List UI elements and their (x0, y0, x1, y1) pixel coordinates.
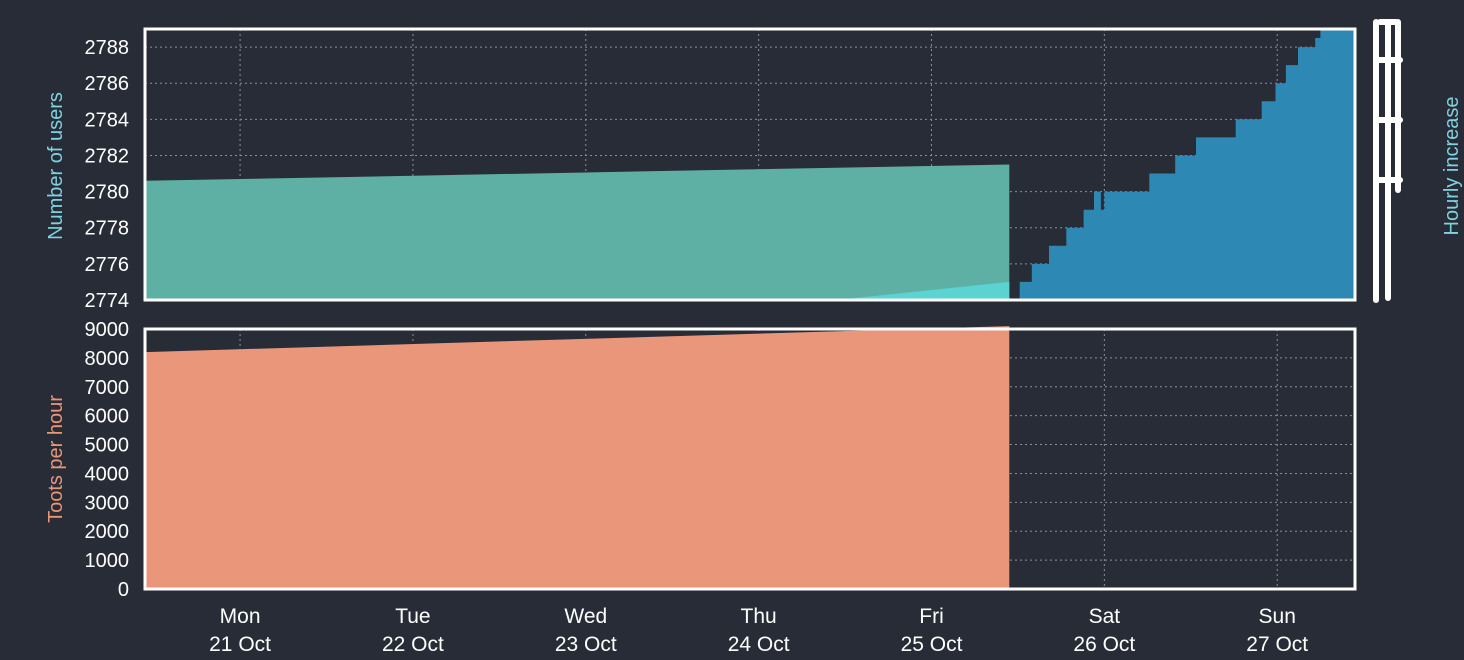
x-tick-date-label: 24 Oct (728, 633, 790, 656)
x-tick-day-label: Fri (919, 605, 944, 628)
toots-y-tick-label: 1000 (85, 550, 130, 572)
users-y-tick-label: 2780 (85, 182, 130, 204)
toots-y-tick-label: 7000 (85, 377, 130, 399)
users-y-tick-label: 2788 (85, 37, 130, 59)
users-steps-area (1009, 29, 1355, 300)
toots-y-tick-label: 9000 (85, 319, 130, 341)
x-tick-day-label: Wed (564, 605, 607, 628)
toots-y-ticks: 0 1000 2000 3000 4000 5000 6000 7000 8000 9000 (85, 319, 130, 601)
x-axis-ticks: Mon 21 Oct Tue 22 Oct Wed 23 Oct Thu 24 Oct Fri 2… (209, 605, 1308, 656)
users-ramp-area (145, 164, 1010, 300)
x-tick-day-label: Tue (395, 605, 430, 628)
x-tick-date-label: 22 Oct (382, 633, 444, 656)
users-chart: 2774 2776 2778 2780 2782 2784 2786 2788 Number … (45, 19, 1463, 312)
x-tick-day-label: Sun (1259, 605, 1296, 628)
x-tick-day-label: Thu (741, 605, 777, 628)
users-y-tick-label: 2782 (85, 145, 130, 167)
users-y-ticks: 2774 2776 2778 2780 2782 2784 2786 2788 (85, 37, 130, 312)
toots-y-tick-label: 4000 (85, 463, 130, 485)
toots-y-tick-label: 2000 (85, 521, 130, 543)
toots-chart: 0 1000 2000 3000 4000 5000 6000 7000 8000 9000 To… (45, 319, 1357, 601)
users-y-tick-label: 2784 (85, 109, 130, 131)
toots-y-tick-label: 0 (118, 579, 129, 601)
x-tick-date-label: 21 Oct (209, 633, 271, 656)
toots-area (145, 326, 1010, 589)
toots-y-tick-label: 5000 (85, 435, 130, 457)
users-y-tick-label: 2774 (85, 290, 130, 312)
hourly-increase-tick-blur (1373, 19, 1403, 303)
toots-series (145, 326, 1010, 589)
x-tick-day-label: Mon (220, 605, 261, 628)
users-flat-area (836, 281, 1010, 300)
x-tick-day-label: Sat (1089, 605, 1121, 628)
users-axis-label: Number of users (45, 92, 67, 240)
toots-y-tick-label: 6000 (85, 406, 130, 428)
toots-y-tick-label: 3000 (85, 492, 130, 514)
toots-y-tick-label: 8000 (85, 348, 130, 370)
users-y-tick-label: 2778 (85, 218, 130, 240)
users-y-tick-label: 2776 (85, 254, 130, 276)
users-series (145, 29, 1355, 300)
users-chart-frame (143, 27, 1357, 302)
toots-chart-frame (143, 327, 1357, 591)
toots-axis-label: Toots per hour (45, 395, 67, 523)
hourly-increase-axis-label: Hourly increase (1441, 97, 1463, 236)
x-tick-date-label: 27 Oct (1246, 633, 1308, 656)
users-y-tick-label: 2786 (85, 73, 130, 95)
x-tick-date-label: 25 Oct (901, 633, 963, 656)
x-tick-date-label: 26 Oct (1073, 633, 1135, 656)
x-tick-date-label: 23 Oct (555, 633, 617, 656)
